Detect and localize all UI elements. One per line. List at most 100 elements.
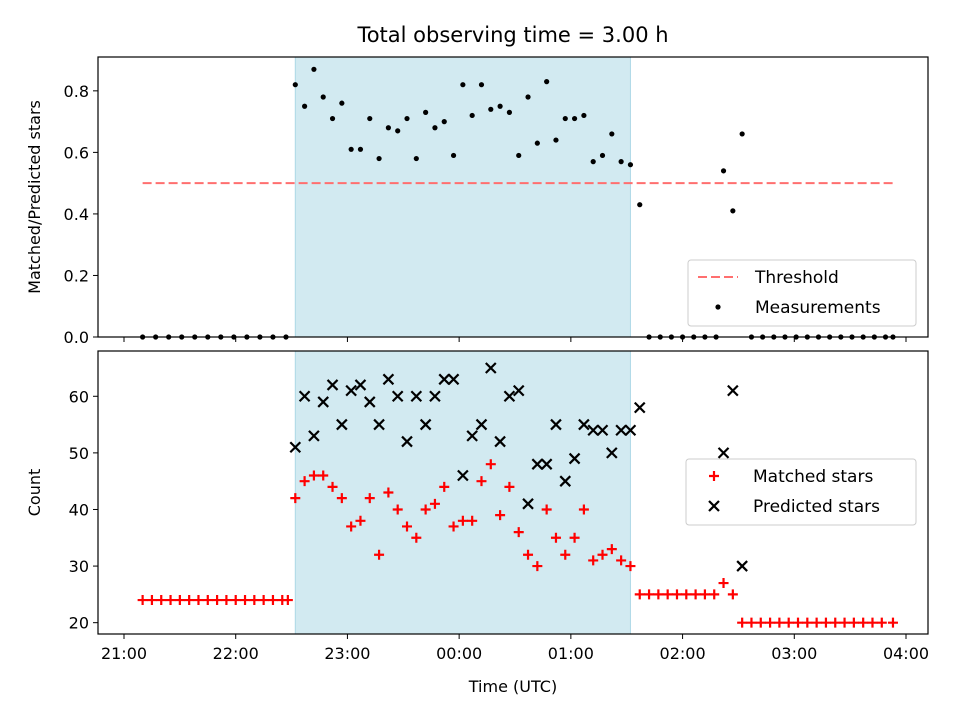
matched-star-point bbox=[448, 521, 459, 532]
bottom-ytick-label: 20 bbox=[69, 614, 89, 633]
predicted-star-point bbox=[336, 418, 348, 431]
predicted-star-point bbox=[596, 424, 609, 437]
matched-star-point bbox=[156, 595, 167, 606]
bottom-axes-frame bbox=[97, 350, 929, 635]
matched-star-point bbox=[513, 527, 524, 538]
measurement-point bbox=[348, 146, 354, 152]
top-ytick-label: 0.8 bbox=[64, 82, 89, 101]
predicted-star-point bbox=[475, 418, 488, 431]
predicted-star-point bbox=[363, 396, 376, 408]
xtick-label: 02:00 bbox=[660, 644, 706, 663]
predicted-star-point bbox=[727, 384, 739, 397]
matched-star-point bbox=[532, 561, 543, 572]
matched-star-point bbox=[578, 504, 589, 515]
matched-star-point bbox=[202, 595, 213, 606]
measurement-point bbox=[311, 66, 317, 72]
matched-star-point bbox=[560, 549, 571, 560]
legend-matched-swatch bbox=[709, 471, 719, 481]
matched-star-point bbox=[616, 555, 627, 566]
measurement-point bbox=[376, 155, 382, 162]
xtick-label: 21:00 bbox=[101, 644, 147, 663]
top-shaded-span bbox=[294, 56, 631, 338]
measurement-point bbox=[506, 109, 513, 115]
predicted-star-point bbox=[373, 418, 385, 431]
predicted-star-point bbox=[354, 379, 367, 391]
matched-star-point bbox=[308, 470, 319, 481]
predicted-star-point bbox=[382, 373, 395, 386]
top-ylabel: Matched/Predicted stars bbox=[25, 100, 44, 294]
matched-star-point bbox=[457, 515, 468, 526]
matched-star-point bbox=[671, 589, 682, 600]
measurement-point bbox=[525, 94, 531, 100]
legend-predicted-swatch bbox=[708, 500, 720, 512]
matched-star-point bbox=[420, 504, 431, 515]
measurement-point bbox=[618, 159, 624, 165]
matched-star-point bbox=[318, 470, 329, 481]
matched-star-point bbox=[887, 617, 898, 628]
predicted-star-point bbox=[578, 418, 590, 431]
measurement-point bbox=[450, 152, 457, 159]
matched-star-point bbox=[550, 532, 561, 543]
xtick-label: 04:00 bbox=[883, 644, 929, 663]
bottom-ylabel: Count bbox=[25, 469, 44, 517]
matched-star-point bbox=[737, 617, 748, 628]
matched-star-point bbox=[690, 589, 701, 600]
top-axes-frame bbox=[97, 56, 929, 338]
matched-star-point bbox=[374, 549, 385, 560]
measurement-point bbox=[329, 115, 336, 122]
measurement-point bbox=[320, 94, 326, 100]
matched-star-point bbox=[439, 481, 450, 492]
matched-star-point bbox=[411, 532, 422, 543]
measurement-point bbox=[599, 152, 606, 159]
top-panel: 0.0 0.2 0.4 0.6 0.8 Matched/Predicted stars Th… bbox=[25, 56, 929, 347]
matched-star-point bbox=[282, 595, 293, 606]
matched-star-point bbox=[364, 493, 375, 504]
measurement-point bbox=[292, 82, 298, 88]
matched-star-point bbox=[193, 595, 204, 606]
matched-star-point bbox=[392, 504, 403, 515]
matched-star-point bbox=[355, 515, 366, 526]
measurement-point bbox=[367, 115, 373, 122]
matched-star-point bbox=[230, 595, 241, 606]
predicted-star-point bbox=[633, 401, 646, 414]
measurement-point bbox=[534, 140, 540, 146]
bottom-ytick-label: 50 bbox=[69, 444, 89, 463]
measurement-point bbox=[423, 109, 429, 115]
matched-star-point bbox=[249, 595, 260, 606]
predicted-star-point bbox=[326, 379, 339, 391]
chart-title: Total observing time = 3.00 h bbox=[356, 23, 668, 47]
matched-star-point bbox=[681, 589, 692, 600]
predicted-star-point bbox=[447, 373, 460, 386]
measurement-point bbox=[413, 155, 419, 162]
measurement-point bbox=[590, 159, 596, 165]
measurement-point bbox=[581, 112, 587, 119]
matched-star-point bbox=[267, 595, 278, 606]
matched-star-point bbox=[625, 561, 636, 572]
xtick-label: 03:00 bbox=[771, 644, 817, 663]
xtick-label: 01:00 bbox=[548, 644, 594, 663]
bottom-ytick-label: 60 bbox=[69, 387, 89, 406]
legend-measurements-swatch bbox=[715, 304, 721, 310]
predicted-star-point bbox=[410, 390, 423, 403]
xtick-label: 23:00 bbox=[324, 644, 370, 663]
predicted-star-point bbox=[298, 390, 311, 403]
matched-star-point bbox=[290, 493, 301, 504]
measurement-point bbox=[562, 115, 568, 122]
top-ytick-label: 0.2 bbox=[64, 266, 89, 285]
measurement-point bbox=[302, 103, 308, 109]
matched-star-point bbox=[588, 555, 599, 566]
matched-star-point bbox=[802, 617, 813, 628]
matched-star-point bbox=[467, 515, 478, 526]
matched-star-point bbox=[783, 617, 794, 628]
matched-star-point bbox=[240, 595, 251, 606]
matched-star-point bbox=[212, 595, 223, 606]
matched-star-point bbox=[485, 459, 496, 470]
matched-star-point bbox=[774, 617, 785, 628]
matched-star-point bbox=[867, 617, 878, 628]
matched-star-point bbox=[523, 549, 534, 560]
matched-star-point bbox=[634, 589, 645, 600]
matched-star-point bbox=[830, 617, 841, 628]
measurement-point bbox=[441, 119, 447, 125]
measurement-point bbox=[739, 131, 745, 137]
bottom-shaded-span bbox=[294, 350, 631, 635]
